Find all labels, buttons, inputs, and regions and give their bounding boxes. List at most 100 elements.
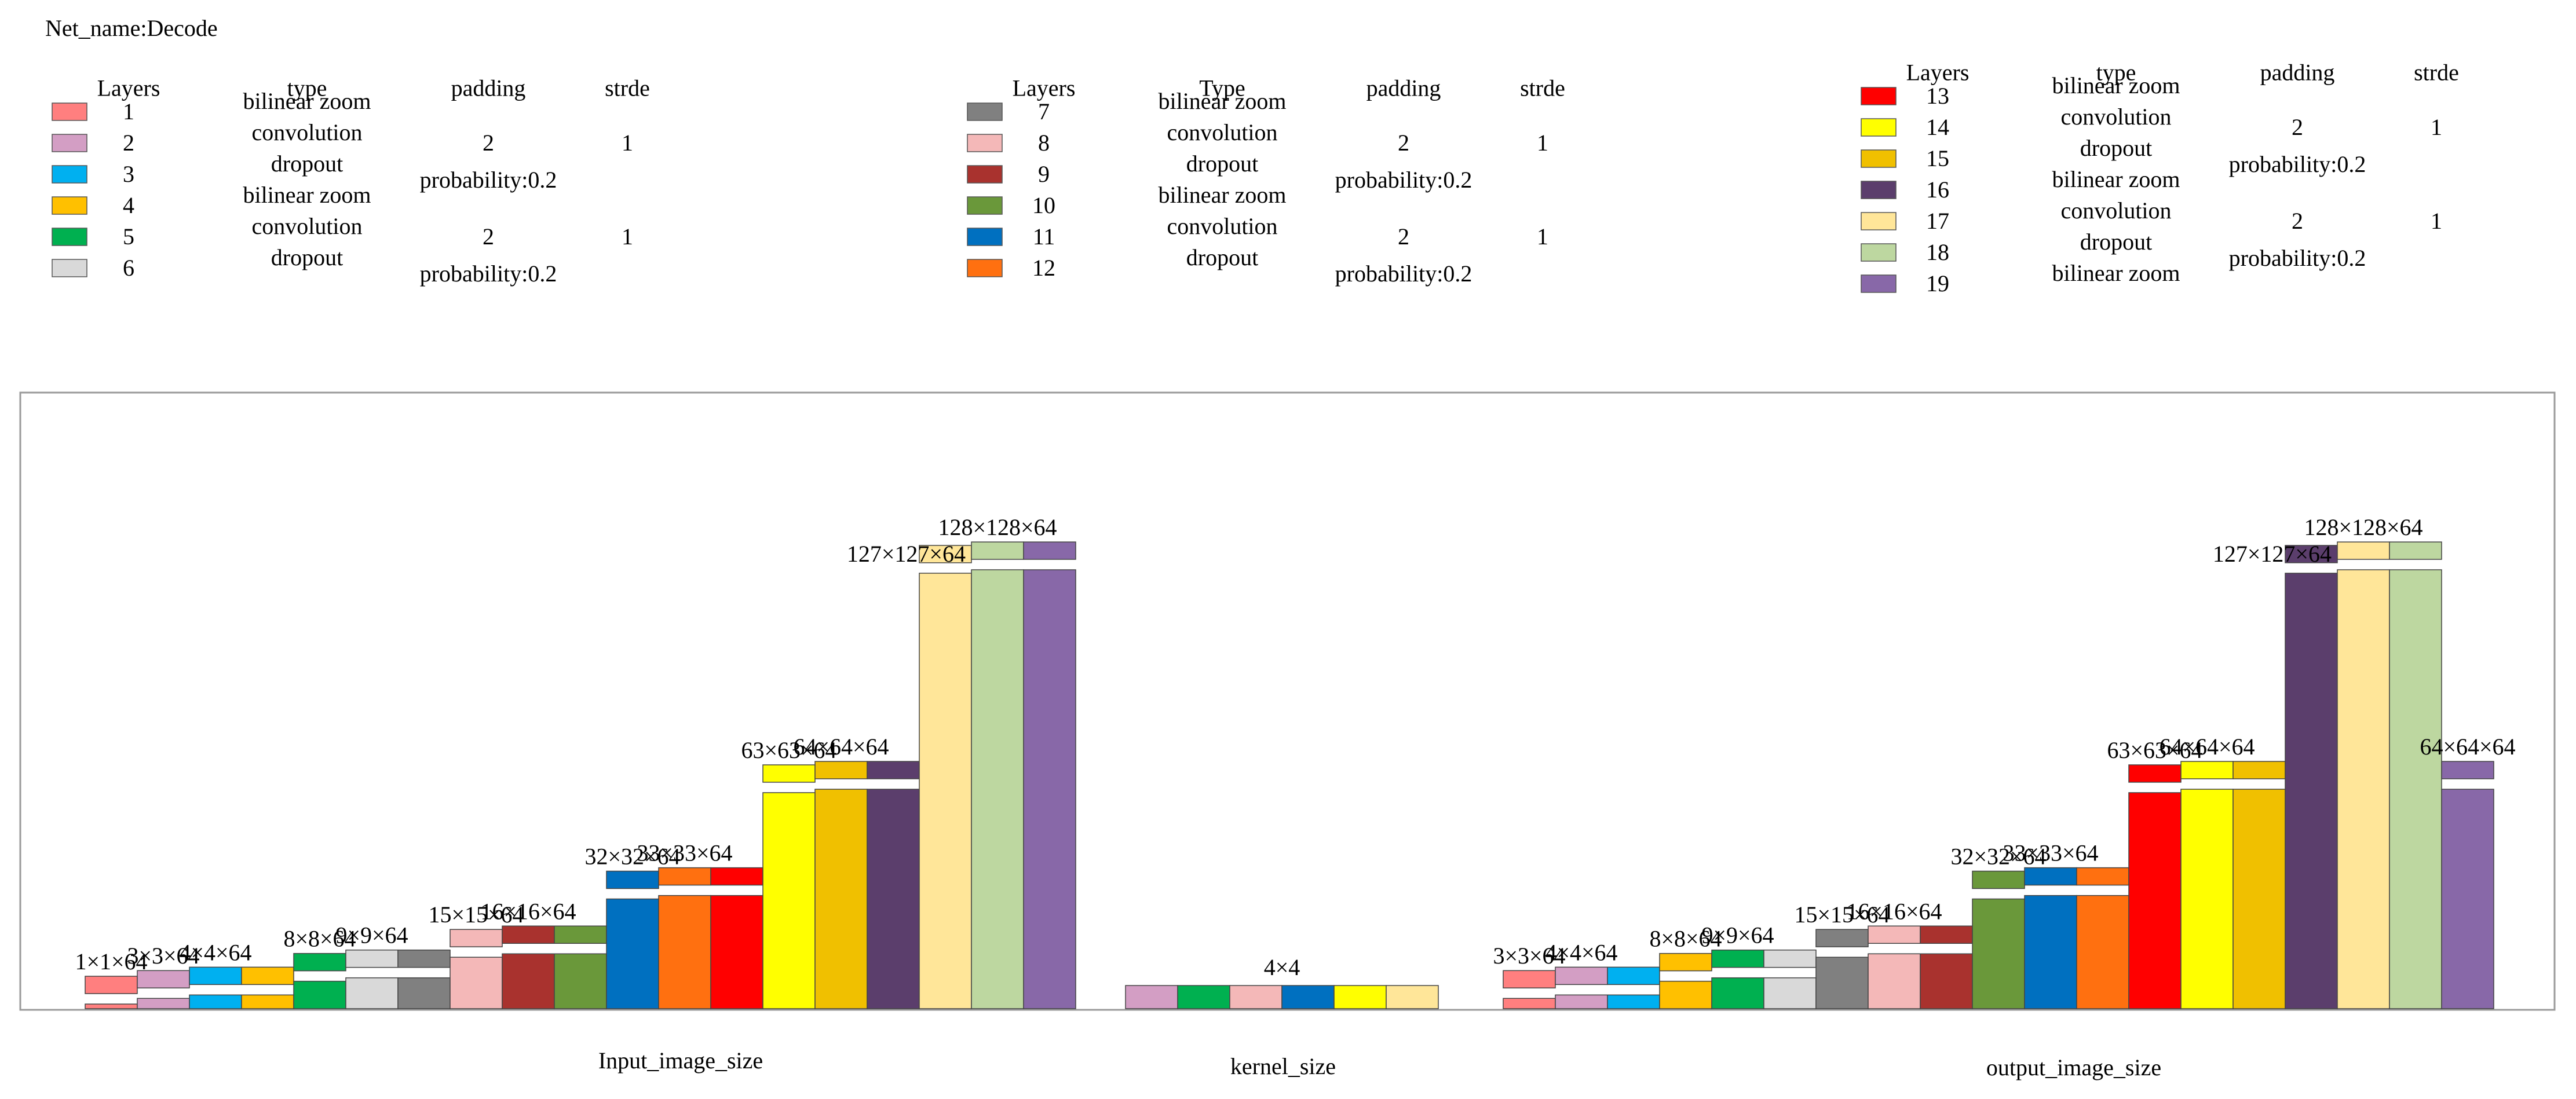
legend-layer-stride: 1 [622, 224, 633, 250]
kernel-bar-layer-17 [1386, 985, 1439, 1009]
legend-layer-stride: 1 [2431, 208, 2442, 234]
legend-row: 12 dropout probability:0.2 [967, 244, 1472, 287]
layer-3-bar [1607, 994, 1660, 1009]
size-label: 63×63×64 [741, 737, 836, 763]
legend-swatch [1861, 212, 1897, 230]
layer-11-bar [2024, 895, 2077, 1009]
legend-layer-number: 10 [1032, 192, 1055, 218]
legend-layer-stride: 1 [2431, 114, 2442, 140]
legend-header-layers: Layers [1906, 60, 1970, 86]
layer-7-bar [397, 977, 451, 1009]
layer-16-cap [2285, 545, 2338, 563]
layer-6-cap [345, 949, 399, 968]
legend-row: 18 dropout probability:0.2 [1861, 229, 2366, 271]
layer-14-cap [762, 764, 816, 783]
layer-17-bar [2337, 569, 2390, 1009]
layer-7-cap [1815, 929, 1869, 947]
legend-layer-padding: 2 [1398, 224, 1409, 250]
layer-6-cap [1763, 949, 1817, 968]
layer-16-bar [2285, 573, 2338, 1009]
size-label: 9×9×64 [335, 922, 408, 948]
legend-layer-number: 2 [123, 130, 134, 156]
legend-swatch [1861, 181, 1897, 199]
layer-7-cap [397, 949, 451, 968]
legend-layer-type: convolution [251, 213, 362, 239]
net-name-title: Net_name:Decode [45, 15, 218, 41]
layer-4-cap [1659, 953, 1712, 972]
layer-3-cap [189, 966, 242, 986]
size-label: 8×8×64 [283, 926, 356, 952]
layer-4-bar [1659, 980, 1712, 1009]
legend-layer-padding: probability:0.2 [2229, 151, 2366, 177]
legend-layer-padding: probability:0.2 [1335, 167, 1472, 193]
legend-layer-number: 12 [1032, 255, 1055, 281]
layer-11-bar [606, 898, 659, 1009]
layer-9-cap [1920, 925, 1973, 944]
legend-header-type: Type [1199, 75, 1245, 101]
legend-row: 15 dropout probability:0.2 [1861, 135, 2366, 177]
kernel-bar-layer-14 [1333, 985, 1387, 1009]
legend-row: 3 dropout probability:0.2 [52, 151, 557, 193]
legend-layer-number: 9 [1038, 161, 1050, 187]
layer-13-cap [710, 867, 763, 886]
size-label: 15×15×64 [1794, 902, 1890, 928]
layer-2-cap [1555, 966, 1608, 986]
size-label: 4×4×64 [1545, 939, 1617, 965]
legend-swatch [967, 134, 1003, 152]
layer-16-bar [867, 789, 920, 1009]
layer-15-cap [2232, 761, 2286, 779]
legend-layer-type: dropout [2080, 135, 2152, 161]
size-label: 9×9×64 [1701, 922, 1774, 948]
legend-layer-stride: 1 [1537, 224, 1548, 250]
layer-18-bar [2389, 569, 2442, 1009]
layer-17-cap [2337, 541, 2390, 560]
legend-layer-number: 5 [123, 224, 134, 250]
layer-19-bar [1023, 569, 1076, 1009]
legend-row: 2 convolution 2 1 [52, 119, 633, 156]
kernel-section-caption: kernel_size [1230, 1053, 1336, 1079]
layer-3-cap [1607, 966, 1660, 986]
legend-row: 16 bilinear zoom [1861, 166, 2180, 203]
size-label: 15×15×64 [428, 902, 524, 928]
legend-swatch [967, 259, 1003, 277]
kernel-bar-layer-8 [1229, 985, 1282, 1009]
layer-17-bar [919, 573, 972, 1009]
size-label: 63×63×64 [2107, 737, 2202, 763]
size-label: 16×16×64 [1846, 898, 1942, 924]
layer-12-cap [2076, 867, 2129, 886]
legend-layer-padding: 2 [2292, 208, 2303, 234]
output-size-bars: 3×3×644×4×64 8×8×649×9×64 15×15×6416×16×64… [1493, 514, 2516, 1009]
legend-header-layers: Layers [1013, 75, 1076, 101]
legend-layer-stride: 1 [1537, 130, 1548, 156]
legend-layer-padding: probability:0.2 [2229, 245, 2366, 271]
layer-17-cap [919, 545, 972, 563]
kernel-bar-layer-11 [1281, 985, 1335, 1009]
legend-row: 10 bilinear zoom [967, 182, 1287, 218]
bar-chart: 1×1×643×3×644×4×648×8×649×9×6415×15×6416… [75, 514, 2516, 1009]
legend-layer-number: 11 [1033, 224, 1055, 250]
input-section-caption: Input_image_size [598, 1047, 763, 1074]
size-label: 33×33×64 [2003, 840, 2098, 866]
legend-group-1: Layers type padding strde 1 bilinear zoom 2 con… [52, 75, 650, 287]
legend-swatch [1861, 87, 1897, 105]
legend-layer-stride: 1 [622, 130, 633, 156]
layer-9-cap [502, 925, 555, 944]
legend-header-stride: strde [605, 75, 650, 101]
legend-header-layers: Layers [97, 75, 160, 101]
legend-swatch [967, 102, 1003, 121]
layer-2-cap [137, 970, 190, 988]
legend-swatch [1861, 118, 1897, 137]
legend-row: 7 bilinear zoom [967, 88, 1287, 124]
legend-swatch [52, 165, 87, 184]
legend-layer-number: 7 [1038, 98, 1050, 124]
legend-layer-padding: 2 [1398, 130, 1409, 156]
layer-5-cap [1711, 949, 1764, 968]
legend-layer-type: dropout [271, 151, 343, 177]
legend-layer-number: 1 [123, 98, 134, 124]
size-label: 64×64×64 [2159, 734, 2255, 760]
layer-8-bar [450, 957, 503, 1009]
size-label: 3×3×64 [127, 943, 199, 969]
layer-13-bar [2128, 792, 2182, 1009]
legend-swatch [52, 102, 87, 121]
